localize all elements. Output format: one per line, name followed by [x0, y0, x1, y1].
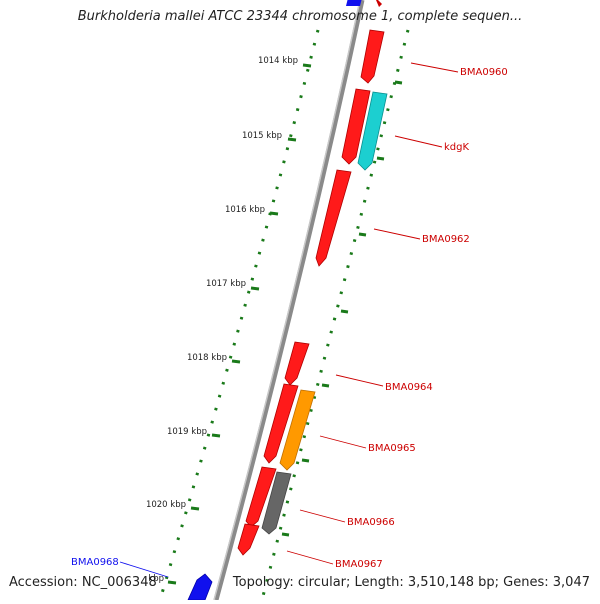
- leader-bma0966: [299, 509, 346, 523]
- tick-labels: 1014 kbp 1015 kbp 1016 kbp 1017 kbp 1018…: [146, 56, 298, 584]
- genome-summary: Topology: circular; Length: 3,510,148 bp…: [232, 575, 590, 590]
- tick-mark: [340, 309, 349, 314]
- chromosome-backbone: [213, 0, 365, 601]
- gene-labels: BMA0960 kdgK BMA0962 BMA0964 BMA0965 BMA…: [71, 67, 508, 570]
- leader-kdgk: [394, 135, 443, 148]
- map-title: Burkholderia mallei ATCC 23344 chromosom…: [77, 9, 523, 24]
- leader-bma0967: [286, 550, 334, 565]
- gene-arrow-bma0964[interactable]: [263, 383, 299, 464]
- gene-label-bma0965[interactable]: BMA0965: [368, 443, 416, 454]
- tick-mark: [281, 532, 290, 537]
- leader-bma0962: [373, 228, 421, 240]
- gene-arrow-top-blue[interactable]: [346, 0, 362, 6]
- tick-mark: [376, 156, 385, 161]
- accession-text: Accession: NC_006348: [9, 575, 157, 590]
- tick-label: 1017 kbp: [206, 279, 246, 289]
- chromosome-backbone-highlight: [213, 0, 361, 601]
- leader-bma0960: [410, 62, 459, 73]
- gene-arrow-bma0960-extra[interactable]: [373, 0, 382, 7]
- tick-mark: [301, 458, 310, 463]
- gene-arrow-bma0963[interactable]: [284, 341, 310, 386]
- gene-label-bma0960[interactable]: BMA0960: [460, 67, 508, 78]
- tick-mark: [190, 506, 200, 511]
- tick-mark: [269, 211, 279, 216]
- gene-arrow-bma0966-red[interactable]: [245, 466, 277, 528]
- tick-mark: [394, 80, 403, 85]
- gene-features: [187, 0, 388, 601]
- major-ticks: [167, 63, 403, 585]
- gene-label-kdgk[interactable]: kdgK: [444, 142, 469, 153]
- gene-label-bma0967[interactable]: BMA0967: [335, 559, 383, 570]
- tick-mark: [358, 232, 367, 237]
- tick-label: 1020 kbp: [146, 500, 186, 510]
- tick-mark: [287, 137, 297, 142]
- tick-mark: [167, 580, 177, 585]
- tick-label: 1015 kbp: [242, 131, 282, 141]
- tick-mark: [321, 383, 330, 388]
- tick-mark: [211, 433, 221, 438]
- tick-label: 1019 kbp: [167, 427, 207, 437]
- leader-bma0964: [335, 374, 384, 387]
- gene-label-bma0962[interactable]: BMA0962: [422, 234, 470, 245]
- gene-arrow-bma0967[interactable]: [237, 523, 260, 556]
- tick-label: 1018 kbp: [187, 353, 227, 363]
- gene-arrow-bma0962[interactable]: [315, 169, 352, 267]
- gene-arrow-bma0961[interactable]: [341, 88, 371, 165]
- gene-arrow-bma0966[interactable]: [261, 471, 292, 535]
- leader-bma0965: [319, 435, 367, 449]
- gene-arrow-kdgk[interactable]: [357, 91, 388, 171]
- tick-mark: [231, 359, 241, 364]
- leader-bma0968: [119, 561, 169, 578]
- gene-arrow-bma0960[interactable]: [360, 29, 385, 84]
- gene-label-bma0964[interactable]: BMA0964: [385, 382, 433, 393]
- gene-arrow-bma0968[interactable]: [187, 573, 213, 601]
- gene-label-bma0966[interactable]: BMA0966: [347, 517, 395, 528]
- gene-label-bma0968[interactable]: BMA0968: [71, 557, 119, 568]
- tick-label: 1016 kbp: [225, 205, 265, 215]
- tick-mark: [250, 286, 260, 291]
- tick-label: 1014 kbp: [258, 56, 298, 66]
- leader-lines: [119, 62, 459, 578]
- gene-arrow-bma0965[interactable]: [279, 389, 316, 471]
- tick-label: kbp: [148, 574, 164, 584]
- tick-mark: [302, 63, 312, 68]
